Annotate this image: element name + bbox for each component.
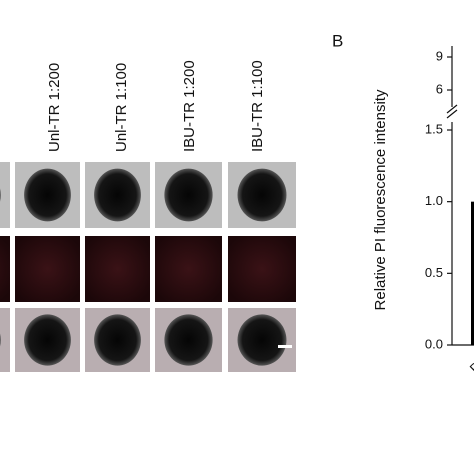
spheroid [0, 333, 1, 347]
y-tick-label: 9 [436, 48, 443, 63]
micrograph-grid: Unl-TR 1:200 Unl-TR 1:100 IBU-TR 1:200 IBU-… [0, 60, 296, 372]
micrograph [85, 236, 150, 302]
micrograph [0, 236, 10, 302]
x-tick-label: PB [467, 353, 474, 376]
column-label: IBU-TR 1:200 [181, 60, 198, 152]
column-label: IBU-TR 1:100 [249, 60, 266, 152]
spheroid [237, 314, 287, 366]
y-tick-label: 0.0 [425, 336, 443, 351]
spheroid [164, 168, 213, 222]
spheroid [94, 168, 141, 222]
y-tick-label: 1.0 [425, 193, 443, 208]
spheroid [237, 168, 287, 222]
spheroid [0, 188, 1, 202]
scale-bar [278, 345, 292, 348]
micrograph [0, 308, 10, 372]
panel-label: B [332, 31, 343, 50]
bar-chart: 0.0 0.5 1.0 1.5 6 9 Relative PI fluorescence i… [372, 46, 474, 376]
micrograph [155, 236, 222, 302]
spheroid [24, 314, 71, 366]
y-tick-label: 6 [436, 81, 443, 96]
micrograph [228, 236, 296, 302]
spheroid [24, 168, 71, 222]
spheroid [94, 314, 141, 366]
micrograph [0, 162, 10, 228]
y-axis-title: Relative PI fluorescence intensity [372, 89, 389, 310]
axis-break [446, 109, 458, 119]
micrograph [15, 236, 80, 302]
spheroid [164, 314, 213, 366]
y-tick-label: 0.5 [425, 265, 443, 280]
column-label: Unl-TR 1:100 [113, 63, 130, 152]
y-tick-label: 1.5 [425, 121, 443, 136]
column-label: Unl-TR 1:200 [46, 63, 63, 152]
axis-break [446, 104, 458, 114]
bar [471, 201, 474, 345]
